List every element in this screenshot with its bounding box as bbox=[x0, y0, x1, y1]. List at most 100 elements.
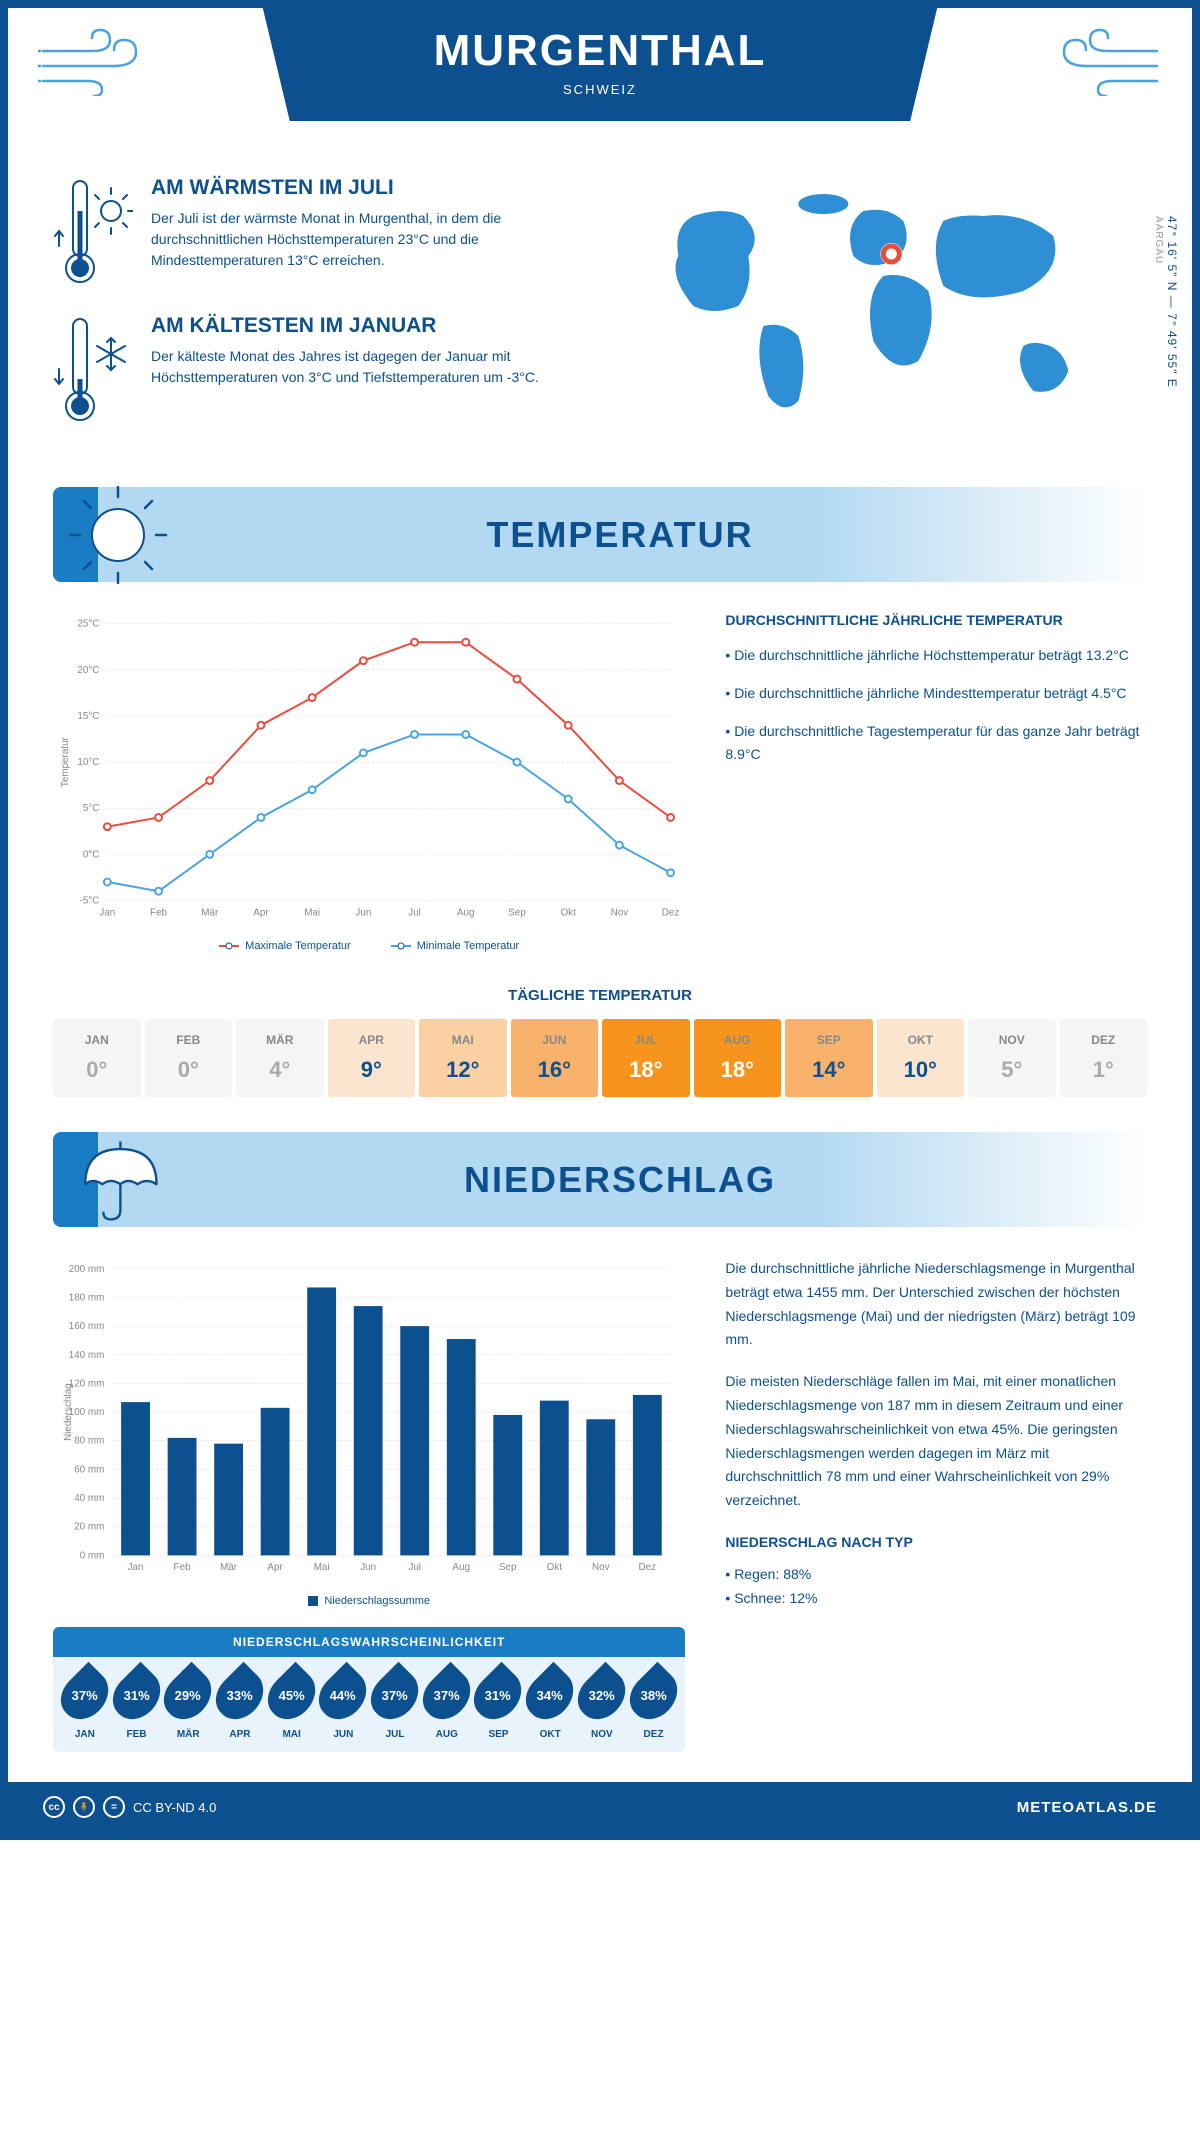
svg-text:15°C: 15°C bbox=[77, 711, 99, 722]
probability-drop: 38%DEZ bbox=[630, 1669, 678, 1740]
precip-type-snow: • Schnee: 12% bbox=[725, 1587, 1147, 1611]
location-title: MURGENTHAL bbox=[283, 26, 917, 76]
daily-temp-cell: JUL18° bbox=[602, 1019, 690, 1097]
svg-text:Apr: Apr bbox=[267, 1562, 283, 1573]
warmest-block: AM WÄRMSTEN IM JULI Der Juli ist der wär… bbox=[53, 176, 610, 286]
title-banner: MURGENTHAL SCHWEIZ bbox=[263, 8, 937, 121]
svg-text:Aug: Aug bbox=[452, 1562, 470, 1573]
svg-text:Mär: Mär bbox=[220, 1562, 238, 1573]
svg-text:Jul: Jul bbox=[408, 907, 421, 918]
probability-drop: 33%APR bbox=[216, 1669, 264, 1740]
temperature-bullet: • Die durchschnittliche Tagestemperatur … bbox=[725, 720, 1147, 768]
temperature-legend: Maximale Temperatur Minimale Temperatur bbox=[53, 940, 685, 952]
precip-desc-1: Die durchschnittliche jährliche Niedersc… bbox=[725, 1257, 1147, 1352]
probability-drop: 37%JAN bbox=[61, 1669, 109, 1740]
svg-text:80 mm: 80 mm bbox=[74, 1436, 104, 1447]
svg-text:Jul: Jul bbox=[408, 1562, 421, 1573]
by-icon: 🧍 bbox=[73, 1796, 95, 1818]
nd-icon: = bbox=[103, 1796, 125, 1818]
precip-bar-chart: 0 mm 20 mm 40 mm 60 mm 80 mm 100 mm 120 mm 140 … bbox=[53, 1257, 685, 1587]
svg-text:Sep: Sep bbox=[508, 907, 526, 918]
daily-temp-cell: OKT10° bbox=[877, 1019, 965, 1097]
probability-box: NIEDERSCHLAGSWAHRSCHEINLICHKEIT 37%JAN31… bbox=[53, 1627, 685, 1752]
coldest-block: AM KÄLTESTEN IM JANUAR Der kälteste Mona… bbox=[53, 314, 610, 424]
svg-text:140 mm: 140 mm bbox=[69, 1350, 105, 1361]
daily-temp-cell: MÄR4° bbox=[236, 1019, 324, 1097]
wind-icon bbox=[1042, 26, 1162, 96]
precip-type-rain: • Regen: 88% bbox=[725, 1563, 1147, 1587]
daily-temp-cell: AUG18° bbox=[694, 1019, 782, 1097]
precip-section-header: NIEDERSCHLAG bbox=[53, 1132, 1147, 1227]
temperature-bullet: • Die durchschnittliche jährliche Höchst… bbox=[725, 644, 1147, 668]
svg-text:5°C: 5°C bbox=[83, 803, 100, 814]
svg-text:Nov: Nov bbox=[611, 907, 629, 918]
daily-temp-cell: MAI12° bbox=[419, 1019, 507, 1097]
daily-temp-cell: JUN16° bbox=[511, 1019, 599, 1097]
svg-text:Feb: Feb bbox=[174, 1562, 192, 1573]
daily-temp-cell: DEZ1° bbox=[1060, 1019, 1148, 1097]
probability-drop: 37%JUL bbox=[371, 1669, 419, 1740]
probability-drop: 45%MAI bbox=[268, 1669, 316, 1740]
svg-text:180 mm: 180 mm bbox=[69, 1292, 105, 1303]
svg-text:25°C: 25°C bbox=[77, 619, 99, 630]
temperature-bullet: • Die durchschnittliche jährliche Mindes… bbox=[725, 682, 1147, 706]
svg-text:Jun: Jun bbox=[355, 907, 371, 918]
svg-text:Okt: Okt bbox=[547, 1562, 563, 1573]
svg-text:Jan: Jan bbox=[99, 907, 115, 918]
temperature-line-chart: -5°C0°C5°C10°C15°C20°C25°CJanFebMärAprMa… bbox=[53, 612, 685, 932]
svg-text:Sep: Sep bbox=[499, 1562, 517, 1573]
svg-text:100 mm: 100 mm bbox=[69, 1407, 105, 1418]
probability-drop: 31%SEP bbox=[475, 1669, 523, 1740]
precip-desc-2: Die meisten Niederschläge fallen im Mai,… bbox=[725, 1370, 1147, 1513]
temperature-info-heading: DURCHSCHNITTLICHE JÄHRLICHE TEMPERATUR bbox=[725, 612, 1147, 628]
world-map bbox=[640, 176, 1147, 436]
svg-text:120 mm: 120 mm bbox=[69, 1378, 105, 1389]
svg-text:Apr: Apr bbox=[253, 907, 269, 918]
svg-text:Jun: Jun bbox=[360, 1562, 376, 1573]
svg-text:60 mm: 60 mm bbox=[74, 1464, 104, 1475]
svg-text:Mai: Mai bbox=[304, 907, 320, 918]
coldest-heading: AM KÄLTESTEN IM JANUAR bbox=[151, 314, 610, 338]
daily-temp-title: TÄGLICHE TEMPERATUR bbox=[53, 987, 1147, 1004]
svg-text:Mär: Mär bbox=[201, 907, 219, 918]
daily-temp-cell: NOV5° bbox=[968, 1019, 1056, 1097]
svg-text:Mai: Mai bbox=[314, 1562, 330, 1573]
probability-drop: 44%JUN bbox=[320, 1669, 368, 1740]
intro-row: AM WÄRMSTEN IM JULI Der Juli ist der wär… bbox=[53, 176, 1147, 452]
location-subtitle: SCHWEIZ bbox=[283, 82, 917, 97]
svg-text:Feb: Feb bbox=[150, 907, 168, 918]
svg-text:160 mm: 160 mm bbox=[69, 1321, 105, 1332]
warmest-text: Der Juli ist der wärmste Monat in Murgen… bbox=[151, 208, 610, 271]
coldest-text: Der kälteste Monat des Jahres ist dagege… bbox=[151, 346, 610, 388]
svg-text:Jan: Jan bbox=[128, 1562, 144, 1573]
daily-temp-cell: APR9° bbox=[328, 1019, 416, 1097]
svg-text:Aug: Aug bbox=[457, 907, 475, 918]
svg-text:-5°C: -5°C bbox=[80, 895, 100, 906]
daily-temp-cell: SEP14° bbox=[785, 1019, 873, 1097]
svg-text:Nov: Nov bbox=[592, 1562, 610, 1573]
svg-text:0 mm: 0 mm bbox=[80, 1550, 105, 1561]
precip-type-heading: NIEDERSCHLAG NACH TYP bbox=[725, 1531, 1147, 1555]
svg-text:Niederschlag: Niederschlag bbox=[63, 1383, 74, 1441]
license-text: CC BY-ND 4.0 bbox=[133, 1800, 216, 1815]
header: MURGENTHAL SCHWEIZ bbox=[8, 8, 1192, 121]
site-name: METEOATLAS.DE bbox=[1017, 1799, 1157, 1816]
svg-text:0°C: 0°C bbox=[83, 849, 100, 860]
svg-text:Okt: Okt bbox=[560, 907, 576, 918]
thermometer-cold-icon bbox=[53, 314, 133, 424]
probability-drop: 37%AUG bbox=[423, 1669, 471, 1740]
probability-drop: 31%FEB bbox=[113, 1669, 161, 1740]
precip-title: NIEDERSCHLAG bbox=[93, 1159, 1147, 1201]
svg-text:200 mm: 200 mm bbox=[69, 1264, 105, 1275]
page-container: MURGENTHAL SCHWEIZ bbox=[0, 0, 1200, 1840]
daily-temp-grid: JAN0°FEB0°MÄR4°APR9°MAI12°JUN16°JUL18°AU… bbox=[53, 1019, 1147, 1097]
wind-icon bbox=[38, 26, 158, 96]
coordinates: 47° 16' 5" N — 7° 49' 55" E AARGAU bbox=[1151, 216, 1179, 388]
svg-text:Dez: Dez bbox=[662, 907, 680, 918]
svg-text:40 mm: 40 mm bbox=[74, 1493, 104, 1504]
probability-drop: 29%MÄR bbox=[164, 1669, 212, 1740]
daily-temp-cell: FEB0° bbox=[145, 1019, 233, 1097]
precip-legend: Niederschlagssumme bbox=[53, 1595, 685, 1607]
svg-text:20°C: 20°C bbox=[77, 665, 99, 676]
svg-text:20 mm: 20 mm bbox=[74, 1522, 104, 1533]
